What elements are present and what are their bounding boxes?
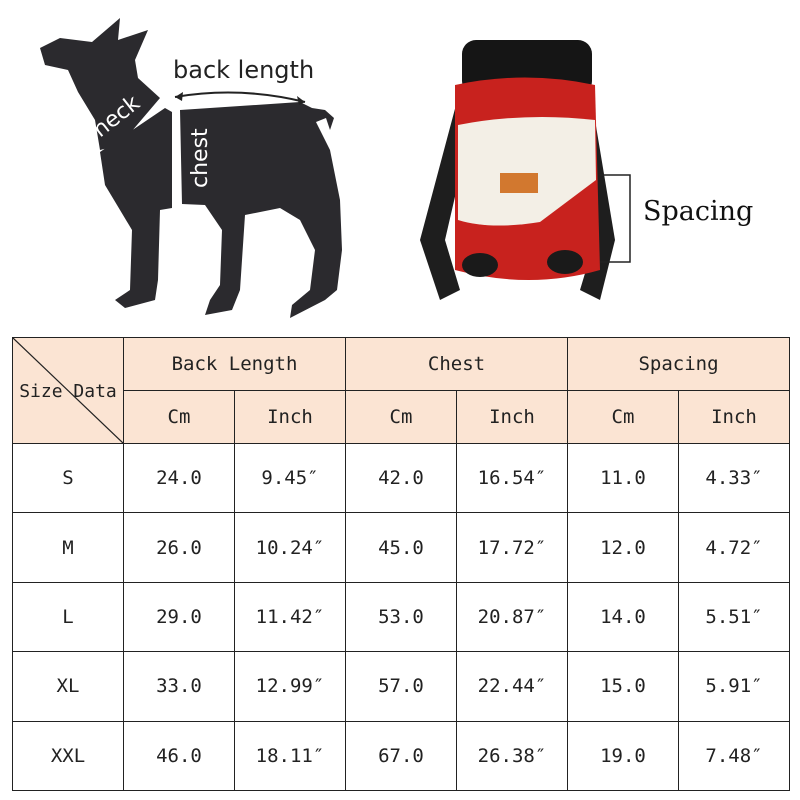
value-cell: 9.45″ [234, 442, 346, 514]
table-header-row: Size Data Back Length Chest Spacing [12, 337, 790, 444]
value-cell: 5.51″ [678, 581, 790, 653]
value-cell: 14.0 [567, 581, 679, 653]
value-cell: 11.42″ [234, 581, 346, 653]
size-table: Size Data Back Length Chest Spacing Cm I… [12, 337, 790, 791]
corner-label: Size Data [19, 380, 117, 402]
chest-label: chest [188, 128, 213, 188]
dog-measurement-diagram: back length neck chest [40, 18, 342, 318]
value-cell: 24.0 [123, 442, 235, 514]
carrier-body-cream [458, 116, 596, 226]
diagonal-divider [13, 338, 124, 444]
value-cell: 16.54″ [456, 442, 568, 514]
table-row: S 24.0 9.45″ 42.0 16.54″ 11.0 4.33″ [12, 442, 790, 514]
carrier-tag [500, 173, 538, 193]
value-cell: 26.38″ [456, 720, 568, 791]
value-cell: 15.0 [567, 651, 679, 722]
value-cell: 29.0 [123, 581, 235, 653]
value-cell: 67.0 [345, 720, 457, 791]
unit-header: Cm [345, 390, 457, 444]
back-length-label: back length [173, 56, 314, 84]
value-cell: 46.0 [123, 720, 235, 791]
value-cell: 11.0 [567, 442, 679, 514]
spacing-bracket [600, 174, 631, 263]
dog-silhouette [40, 18, 342, 318]
leg-hole-left [462, 253, 498, 277]
table-row: M 26.0 10.24″ 45.0 17.72″ 12.0 4.72″ [12, 512, 790, 583]
value-cell: 12.0 [567, 512, 679, 583]
value-cell: 57.0 [345, 651, 457, 722]
group-header: Spacing [567, 337, 790, 391]
value-cell: 18.11″ [234, 720, 346, 791]
size-cell: S [12, 442, 124, 514]
spacing-label: Spacing [643, 196, 754, 227]
value-cell: 42.0 [345, 442, 457, 514]
unit-header: Cm [123, 390, 235, 444]
value-cell: 22.44″ [456, 651, 568, 722]
unit-header: Inch [678, 390, 790, 444]
value-cell: 7.48″ [678, 720, 790, 791]
group-header: Chest [345, 337, 568, 391]
pet-carrier-image [420, 40, 631, 300]
value-cell: 12.99″ [234, 651, 346, 722]
size-cell: L [12, 581, 124, 653]
group-header: Back Length [123, 337, 346, 391]
value-cell: 4.33″ [678, 442, 790, 514]
unit-header: Cm [567, 390, 679, 444]
unit-header-row: Cm Inch Cm Inch Cm Inch [13, 390, 790, 444]
value-cell: 53.0 [345, 581, 457, 653]
back-length-arrow [174, 91, 306, 103]
leg-hole-right [547, 250, 583, 274]
size-cell: XL [12, 651, 124, 722]
value-cell: 45.0 [345, 512, 457, 583]
unit-header: Inch [234, 390, 346, 444]
value-cell: 5.91″ [678, 651, 790, 722]
value-cell: 19.0 [567, 720, 679, 791]
value-cell: 4.72″ [678, 512, 790, 583]
value-cell: 10.24″ [234, 512, 346, 583]
table-row: XL 33.0 12.99″ 57.0 22.44″ 15.0 5.91″ [12, 651, 790, 722]
size-cell: M [12, 512, 124, 583]
table-row: XXL 46.0 18.11″ 67.0 26.38″ 19.0 7.48″ [12, 720, 790, 791]
table-row: L 29.0 11.42″ 53.0 20.87″ 14.0 5.51″ [12, 581, 790, 653]
unit-header: Inch [456, 390, 568, 444]
value-cell: 20.87″ [456, 581, 568, 653]
value-cell: 26.0 [123, 512, 235, 583]
corner-cell: Size Data [12, 337, 124, 444]
value-cell: 17.72″ [456, 512, 568, 583]
size-cell: XXL [12, 720, 124, 791]
value-cell: 33.0 [123, 651, 235, 722]
